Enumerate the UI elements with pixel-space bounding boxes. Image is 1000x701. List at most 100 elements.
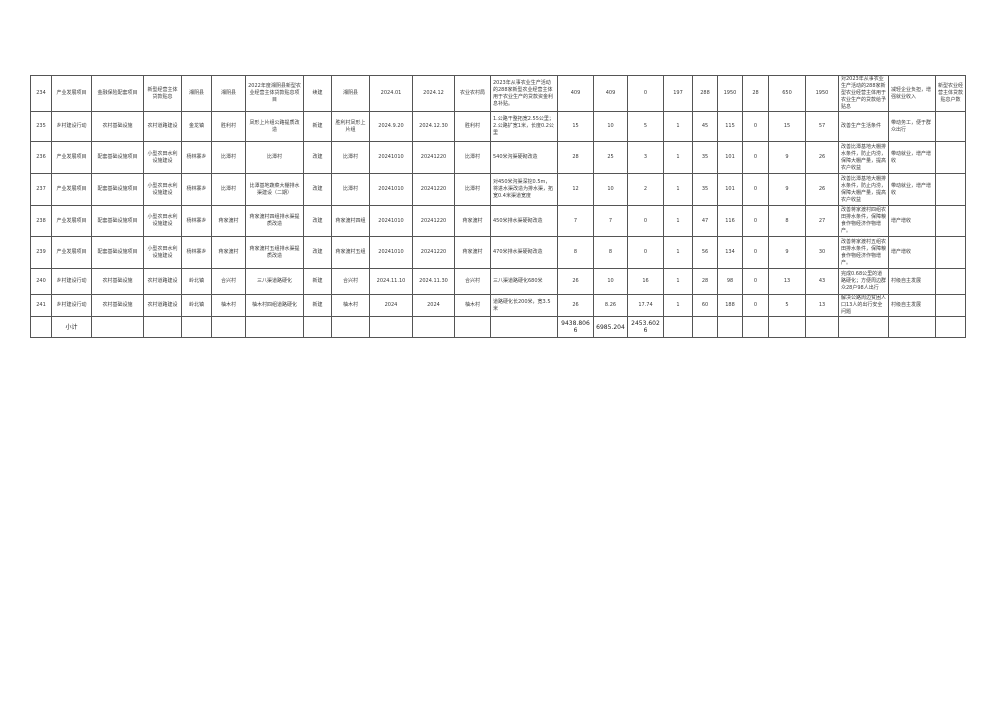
table-cell: 409 [557, 75, 594, 112]
table-cell: 0 [742, 236, 769, 269]
table-cell: 胜利村 [211, 111, 246, 142]
table-cell: 1.公路干整拓宽2.55公里；2.公路扩宽1米，长度0.2公里 [490, 111, 558, 142]
table-cell: 16 [627, 268, 664, 295]
table-cell: 岭北镇 [181, 294, 212, 317]
table-cell: 101 [717, 173, 743, 206]
table-cell: 小计 [51, 316, 92, 338]
table-cell: 蒋家渡村五组排水渠提质改造 [245, 236, 304, 269]
table-cell: 比潭村 [211, 141, 246, 174]
table-cell [211, 316, 246, 338]
table-cell [838, 316, 889, 338]
table-cell: 小型农田水利设施建设 [143, 141, 182, 174]
table-cell: 0 [627, 236, 664, 269]
table-row: 240 乡村建设行动 农村基础设施 农村道路建设 岭北镇 合兴村 三八渠道路硬化 新建 合兴村 2… [30, 268, 966, 295]
table-cell: 湘阴县 [211, 75, 246, 112]
table-cell: 0 [742, 205, 769, 237]
table-cell: 配套基础设施项目 [91, 236, 144, 269]
table-cell: 0 [742, 111, 769, 142]
table-cell: 7 [557, 205, 594, 237]
table-cell: 湘阴县 [331, 75, 370, 112]
table-cell: 蒋家渡村 [454, 205, 491, 237]
table-cell: 8.26 [593, 294, 628, 317]
table-cell: 0 [742, 268, 769, 295]
table-cell [412, 316, 455, 338]
table-cell [935, 141, 966, 174]
table-cell: 农村基础设施 [91, 268, 144, 295]
table-cell: 农村基础设施 [91, 294, 144, 317]
table-cell: 产业发展项目 [51, 173, 92, 206]
table-cell: 409 [593, 75, 628, 112]
table-cell: 金融保险配套项目 [91, 75, 144, 112]
table-cell: 蒋家渡村五组 [331, 236, 370, 269]
table-cell: 岭北镇 [181, 268, 212, 295]
table-cell: 2024 [412, 294, 455, 317]
table-cell: 7 [593, 205, 628, 237]
table-cell: 15 [557, 111, 594, 142]
table-cell: 237 [30, 173, 52, 206]
table-cell: 20241010 [369, 236, 413, 269]
table-cell: 47 [692, 205, 718, 237]
table-cell: 比潭村 [331, 141, 370, 174]
table-cell: 改善比潭基地大棚排水条件，防止内涝，保障大棚产量，提高农户收益 [838, 141, 889, 174]
table-cell: 0 [742, 141, 769, 174]
table-cell: 26 [805, 141, 839, 174]
table-cell: 农村道路建设 [143, 294, 182, 317]
table-cell: 2023年从事农业生产活动的288家新型农业经营主体用于农业生产的贷款资金利息补… [490, 75, 558, 112]
table-cell [805, 316, 839, 338]
table-cell: 新建 [303, 294, 332, 317]
table-cell: 合兴村 [331, 268, 370, 295]
table-cell: 234 [30, 75, 52, 112]
table-cell: 带动就业，增产增收 [888, 173, 936, 206]
table-cell: 合兴村 [211, 268, 246, 295]
table-cell: 比潭村 [454, 173, 491, 206]
table-cell: 540米沟渠硬砌改造 [490, 141, 558, 174]
table-cell: 20241220 [412, 141, 455, 174]
table-cell: 蒋家渡村 [211, 205, 246, 237]
table-cell: 乡村建设行动 [51, 111, 92, 142]
table-cell [303, 316, 332, 338]
table-cell: 10 [593, 268, 628, 295]
table-cell: 改建 [303, 236, 332, 269]
table-cell [490, 316, 558, 338]
table-cell: 1 [663, 268, 693, 295]
table-cell: 15 [768, 111, 806, 142]
table-cell: 60 [692, 294, 718, 317]
table-cell: 产业发展项目 [51, 205, 92, 237]
table-cell [768, 316, 806, 338]
table-cell: 235 [30, 111, 52, 142]
table-cell: 240 [30, 268, 52, 295]
table-cell: 2024.12.30 [412, 111, 455, 142]
table-cell: 柚木村 [331, 294, 370, 317]
table-cell: 20241010 [369, 173, 413, 206]
table-cell: 57 [805, 111, 839, 142]
table-cell [935, 111, 966, 142]
table-cell: 比潭村 [454, 141, 491, 174]
table-cell [369, 316, 413, 338]
table-cell: 1 [663, 173, 693, 206]
table-cell: 配套基础设施项目 [91, 141, 144, 174]
table-cell: 28 [557, 141, 594, 174]
table-cell: 288 [692, 75, 718, 112]
table-cell: 26 [557, 268, 594, 295]
table-cell: 5 [768, 294, 806, 317]
table-cell [935, 236, 966, 269]
table-cell: 101 [717, 141, 743, 174]
table-cell: 村级自主发展 [888, 294, 936, 317]
table-cell: 28 [742, 75, 769, 112]
table-cell: 产业发展项目 [51, 141, 92, 174]
table-cell: 杨林寨乡 [181, 141, 212, 174]
table-cell: 杨林寨乡 [181, 173, 212, 206]
table-cell: 197 [663, 75, 693, 112]
table-cell: 2022年度湘阴县新型农业经营主体贷款贴息项目 [245, 75, 304, 112]
table-cell: 35 [692, 173, 718, 206]
table-cell: 乡村建设行动 [51, 294, 92, 317]
table-cell: 新建 [303, 268, 332, 295]
table-cell: 8 [768, 205, 806, 237]
table-cell: 2024.11.10 [369, 268, 413, 295]
table-cell: 35 [692, 141, 718, 174]
table-cell: 蒋家渡村四组排水渠提质改造 [245, 205, 304, 237]
table-cell: 8 [593, 236, 628, 269]
table-cell [91, 316, 144, 338]
table-cell: 小型农田水利设施建设 [143, 236, 182, 269]
table-cell: 金龙镇 [181, 111, 212, 142]
